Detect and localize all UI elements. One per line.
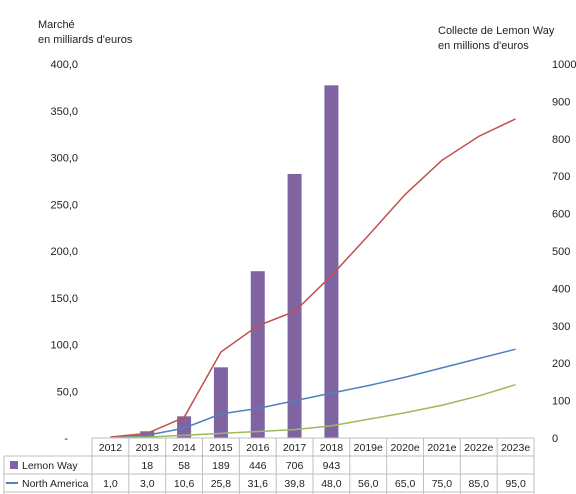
category-label: 2022e [464,442,493,454]
category-label: 2015 [209,442,233,454]
legend-key-lemon-way [10,461,18,469]
table-cell-value: 189 [212,460,230,472]
category-label: 2023e [501,442,530,454]
right-tick-label: 800 [552,134,570,146]
right-tick-label: 500 [552,246,570,258]
right-tick-label: 700 [552,171,570,183]
right-tick-label: 400 [552,283,570,295]
category-label: 2018 [320,442,344,454]
right-axis-title-line2: en millions d'euros [438,40,529,52]
table-cell-value: 58 [178,460,190,472]
table-cell-value: 446 [249,460,267,472]
right-tick-label: 300 [552,321,570,333]
table-cell-value: 65,0 [395,478,416,490]
table-cell-value: 95,0 [505,478,526,490]
table-cell-value: 706 [286,460,304,472]
category-label: 2020e [390,442,419,454]
table-cell-value: 85,0 [469,478,490,490]
bar-lemon-way [213,367,228,438]
right-tick-label: 0 [552,433,558,445]
category-label: 2017 [283,442,307,454]
left-tick-label: 300,0 [50,153,78,165]
table-cell-value: 18 [141,460,153,472]
legend-label: North America [22,478,89,490]
table-cell-value: 75,0 [432,478,453,490]
line-series-north-america [110,348,516,438]
left-tick-label: 400,0 [50,59,78,71]
bar-lemon-way [287,173,302,438]
legend-label: Lemon Way [22,460,78,472]
table-cell-value: 25,8 [211,478,232,490]
table-cell-value: 56,0 [358,478,379,490]
category-label: 2013 [136,442,160,454]
category-label: 2012 [99,442,123,454]
left-tick-dash: - [64,433,68,445]
bar-lemon-way [177,416,192,438]
left-tick-label: 150,0 [50,293,78,305]
left-tick-label: 50,0 [57,386,78,398]
line-series-apac [110,118,516,438]
table-cell-value: 3,0 [140,478,155,490]
left-tick-label: 100,0 [50,340,78,352]
category-label: 2019e [354,442,383,454]
table-cell-value: 31,6 [248,478,269,490]
right-tick-label: 200 [552,358,570,370]
table-cell-value: 48,0 [321,478,342,490]
table-cell-value: 943 [323,460,341,472]
bar-lemon-way [324,85,339,439]
right-tick-label: 900 [552,96,570,108]
left-tick-label: 200,0 [50,246,78,258]
table-cell-value: 1,0 [103,478,118,490]
table-cell-value: 39,8 [284,478,305,490]
left-axis-title: Marché en milliards d'euros [38,18,132,48]
bar-lemon-way [250,271,265,438]
category-label: 2021e [427,442,456,454]
category-label: 2014 [172,442,196,454]
table-cell-value: 10,6 [174,478,195,490]
left-axis-title-line1: Marché [38,19,75,31]
right-tick-label: 600 [552,209,570,221]
left-axis-title-line2: en milliards d'euros [38,34,133,46]
line-series-unlabeled [110,383,516,439]
right-axis-title-line1: Collecte de Lemon Way [438,25,555,37]
right-tick-label: 100 [552,396,570,408]
left-tick-label: 250,0 [50,199,78,211]
right-axis-title: Collecte de Lemon Way en millions d'euro… [438,24,554,54]
right-tick-label: 1000 [552,59,576,71]
category-label: 2016 [246,442,270,454]
left-tick-label: 350,0 [50,106,78,118]
